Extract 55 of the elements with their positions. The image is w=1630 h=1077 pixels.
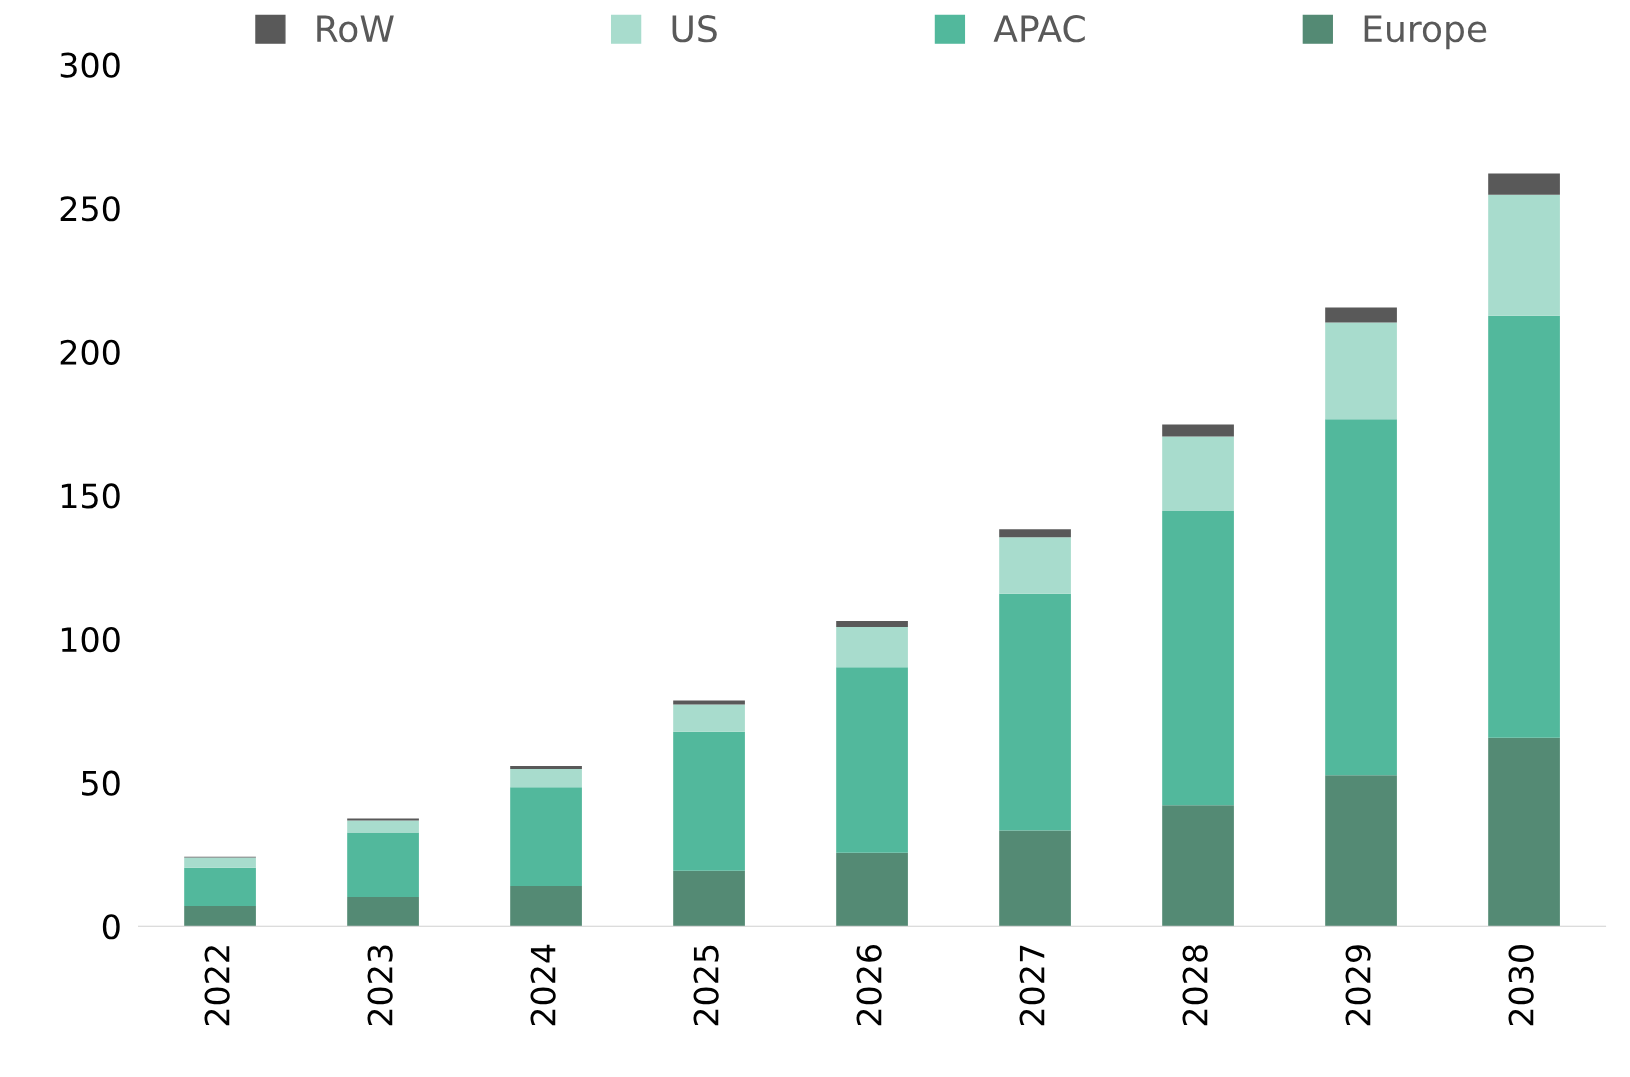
y-tick-label: 250 xyxy=(60,196,120,222)
y-tick-label: 150 xyxy=(61,483,120,509)
x-tick-label: 2024 xyxy=(530,944,556,1026)
bar xyxy=(184,867,256,907)
x-tick-label: 2023 xyxy=(367,945,393,1026)
bar xyxy=(1488,173,1560,195)
legend-label: RoW xyxy=(317,15,394,43)
bar xyxy=(510,769,582,788)
bar xyxy=(1488,194,1560,316)
x-tick-label: 2025 xyxy=(693,945,719,1026)
bar xyxy=(347,832,419,897)
bar xyxy=(1162,424,1234,437)
bar xyxy=(510,787,582,887)
bar xyxy=(836,626,908,668)
bar xyxy=(184,857,256,868)
bar xyxy=(836,620,908,627)
bar xyxy=(673,870,745,927)
bar xyxy=(999,830,1071,927)
y-tick-label: 200 xyxy=(60,339,120,365)
bar xyxy=(673,731,745,871)
bar xyxy=(999,537,1071,594)
bar xyxy=(510,886,582,927)
bar xyxy=(184,906,256,927)
x-tick-label: 2026 xyxy=(856,944,882,1026)
bar xyxy=(1325,775,1397,927)
bar xyxy=(347,896,419,927)
bar xyxy=(673,704,745,732)
bar xyxy=(510,765,582,770)
x-tick-label: 2022 xyxy=(204,946,230,1026)
y-tick-label: 100 xyxy=(61,626,120,653)
bar xyxy=(347,820,419,833)
y-tick-label: 300 xyxy=(60,52,120,78)
x-tick-label: 2029 xyxy=(1345,945,1371,1026)
bar xyxy=(1325,419,1397,776)
x-tick-label: 2027 xyxy=(1019,945,1045,1026)
x-tick-label: 2028 xyxy=(1182,945,1208,1026)
bar xyxy=(1162,436,1234,511)
x-tick-label: 2030 xyxy=(1508,945,1534,1026)
y-tick-label: 50 xyxy=(82,770,120,796)
bar xyxy=(673,700,745,705)
y-tick-label: 0 xyxy=(102,914,120,940)
bar xyxy=(836,667,908,853)
bar xyxy=(1325,322,1397,420)
bar xyxy=(1162,510,1234,806)
legend-label: Europe xyxy=(1364,15,1487,50)
bar xyxy=(347,818,419,821)
bar xyxy=(1325,307,1397,323)
bar xyxy=(1488,315,1560,738)
bar xyxy=(1488,737,1560,927)
legend-label: US xyxy=(672,15,717,43)
bar xyxy=(1162,805,1234,927)
bar xyxy=(999,593,1071,831)
bar xyxy=(999,529,1071,538)
bar xyxy=(836,852,908,927)
legend-label: APAC xyxy=(993,15,1085,43)
